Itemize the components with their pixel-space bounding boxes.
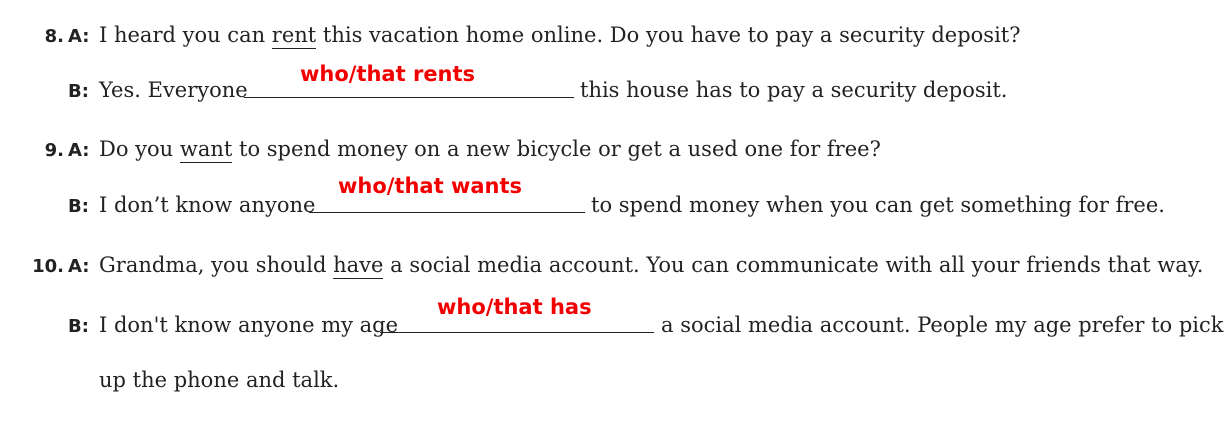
speaker-b-text-before: I don’t know anyone [99,193,316,217]
item-number: 10. [32,256,64,277]
text-segment: I heard you can [99,23,272,47]
text-segment: this vacation home online. Do you have t… [316,23,1021,47]
speaker-a-label: A: [68,26,90,47]
speaker-a-label: A: [68,256,90,277]
speaker-b-label: B: [68,196,89,217]
filled-answer: who/that rents [300,62,476,86]
speaker-b-text-after: this house has to pay a security deposit… [580,78,1008,102]
underlined-verb: have [333,253,384,279]
speaker-b-label: B: [68,316,89,337]
speaker-a-text: Do you want to spend money on a new bicy… [99,136,881,163]
speaker-b-text-before: Yes. Everyone [99,78,248,102]
speaker-a-label: A: [68,140,90,161]
text-segment: to spend money on a new bicycle or get a… [232,137,881,161]
item-number: 8. [44,26,64,47]
speaker-a-text: Grandma, you should have a social media … [99,252,1204,279]
answer-blank[interactable] [380,332,654,333]
item-number: 9. [44,140,64,161]
underlined-verb: want [179,137,233,163]
speaker-b-text-continued: up the phone and talk. [99,368,340,392]
underlined-verb: rent [271,23,317,49]
text-segment: Do you [99,137,180,161]
answer-blank[interactable] [309,212,585,213]
text-segment: Grandma, you should [99,253,334,277]
answer-blank[interactable] [244,97,574,98]
filled-answer: who/that has [437,295,592,319]
speaker-a-text: I heard you can rent this vacation home … [99,22,1021,49]
speaker-b-text-before: I don't know anyone my age [99,313,399,337]
speaker-b-text-after: to spend money when you can get somethin… [591,193,1165,217]
text-segment: a social media account. You can communic… [383,253,1204,277]
speaker-b-label: B: [68,81,89,102]
speaker-b-text-after: a social media account. People my age pr… [661,313,1224,337]
filled-answer: who/that wants [338,174,523,198]
